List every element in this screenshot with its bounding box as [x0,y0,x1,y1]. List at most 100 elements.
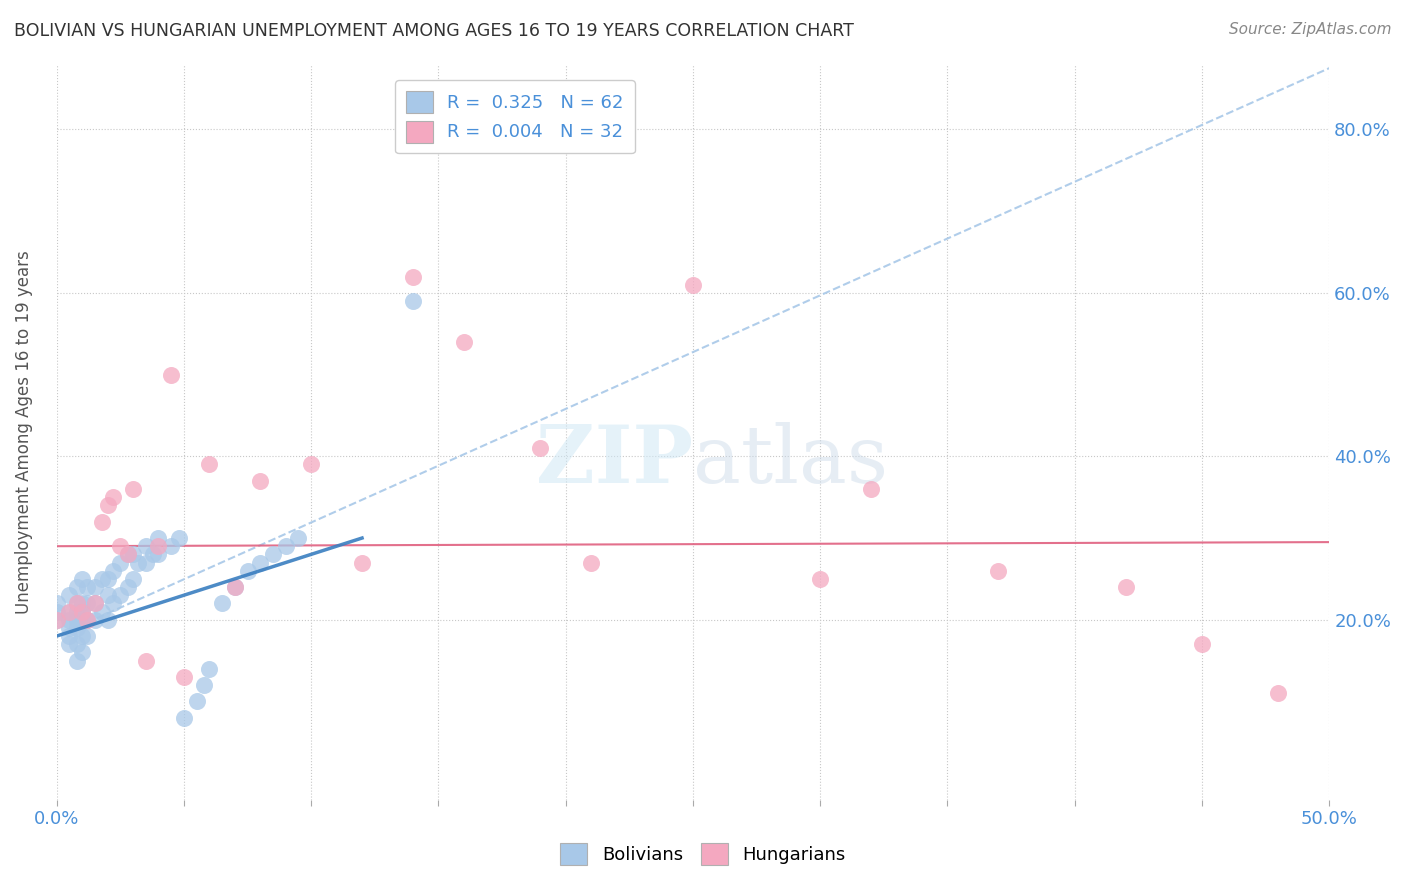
Point [135,654,157,668]
Point [66,605,89,619]
Point [148,539,170,553]
Point [66,621,89,635]
Point [352,556,374,570]
Point [83,580,105,594]
Point [101,490,124,504]
Point [66,654,89,668]
Point [76,580,98,594]
Point [66,596,89,610]
Point [83,613,105,627]
Point [135,556,157,570]
Point [76,629,98,643]
Point [101,596,124,610]
Point [224,580,246,594]
Point [167,531,190,545]
Point [76,596,98,610]
Point [83,596,105,610]
Point [122,572,145,586]
Point [70,596,93,610]
Point [66,596,89,610]
Point [110,556,132,570]
Point [45,613,67,627]
Point [66,613,89,627]
Point [249,556,271,570]
Point [148,547,170,561]
Point [193,678,215,692]
Point [122,547,145,561]
Point [70,629,93,643]
Point [58,605,80,619]
Point [198,458,221,472]
Point [91,605,114,619]
Point [96,613,118,627]
Point [101,564,124,578]
Point [127,556,149,570]
Point [96,588,118,602]
Point [148,531,170,545]
Point [58,605,80,619]
Point [224,580,246,594]
Point [529,441,551,455]
Point [45,613,67,627]
Point [987,564,1010,578]
Text: Source: ZipAtlas.com: Source: ZipAtlas.com [1229,22,1392,37]
Point [160,368,183,382]
Point [1267,686,1289,700]
Point [142,547,165,561]
Point [1191,637,1213,651]
Point [58,613,80,627]
Point [173,711,195,725]
Point [70,572,93,586]
Point [117,580,139,594]
Point [66,637,89,651]
Point [262,547,284,561]
Text: BOLIVIAN VS HUNGARIAN UNEMPLOYMENT AMONG AGES 16 TO 19 YEARS CORRELATION CHART: BOLIVIAN VS HUNGARIAN UNEMPLOYMENT AMONG… [14,22,853,40]
Point [453,334,475,349]
Point [860,482,883,496]
Point [110,539,132,553]
Point [66,580,89,594]
Point [402,293,425,308]
Point [76,613,98,627]
Point [186,694,208,708]
Point [70,605,93,619]
Point [76,613,98,627]
Point [91,515,114,529]
Point [274,539,297,553]
Point [198,662,221,676]
Point [682,277,704,292]
Point [173,670,195,684]
Point [299,458,322,472]
Point [160,539,183,553]
Point [45,596,67,610]
Point [96,572,118,586]
Text: ZIP: ZIP [536,422,693,500]
Point [117,547,139,561]
Point [122,482,145,496]
Point [58,637,80,651]
Point [249,474,271,488]
Point [211,596,233,610]
Y-axis label: Unemployment Among Ages 16 to 19 years: Unemployment Among Ages 16 to 19 years [15,250,32,614]
Point [287,531,309,545]
Point [1115,580,1137,594]
Point [83,596,105,610]
Point [58,629,80,643]
Text: atlas: atlas [693,422,889,500]
Point [117,547,139,561]
Point [808,572,831,586]
Point [579,556,602,570]
Point [70,613,93,627]
Point [70,645,93,659]
Legend: R =  0.325   N = 62, R =  0.004   N = 32: R = 0.325 N = 62, R = 0.004 N = 32 [395,80,634,153]
Point [70,605,93,619]
Point [135,539,157,553]
Point [110,588,132,602]
Point [45,605,67,619]
Point [58,588,80,602]
Point [58,621,80,635]
Point [91,572,114,586]
Point [402,269,425,284]
Point [96,499,118,513]
Point [236,564,259,578]
